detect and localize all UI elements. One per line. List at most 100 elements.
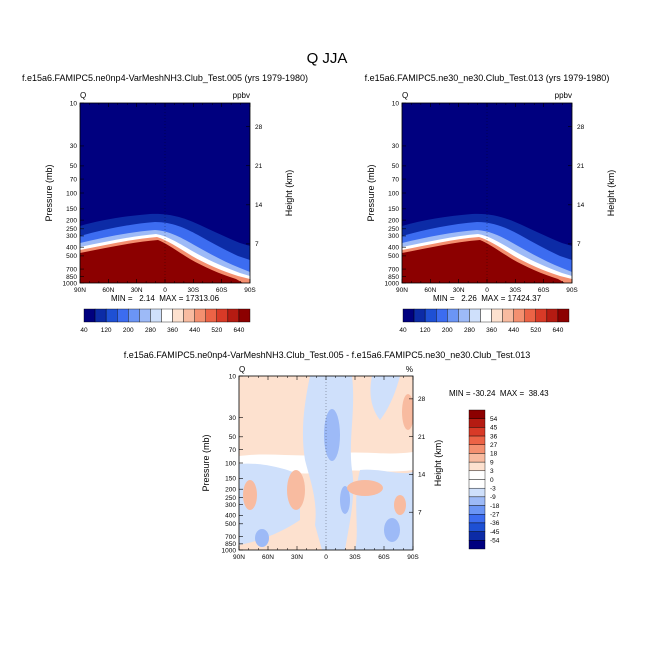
y-tick-label: 500 bbox=[66, 253, 77, 260]
panel-b-stats: MIN = 2.26 MAX = 17424.37 bbox=[433, 294, 542, 303]
y-tick-label: 300 bbox=[66, 233, 77, 240]
panel-a-y2ticks: 28 21 14 7 bbox=[246, 124, 263, 248]
colorbar-label: -36 bbox=[490, 520, 500, 527]
y-tick-label: 250 bbox=[388, 226, 399, 233]
colorbar-label: 54 bbox=[490, 416, 498, 423]
colorbar-box bbox=[468, 470, 486, 480]
panel-c-y2label: Height (km) bbox=[433, 440, 443, 487]
x-tick-label: 0 bbox=[163, 287, 167, 294]
y-tick-label: 700 bbox=[66, 266, 77, 273]
colorbar-box bbox=[468, 522, 486, 532]
y-tick-label: 10 bbox=[70, 100, 78, 107]
x-tick-label: 30S bbox=[510, 287, 522, 294]
y-tick-label: 150 bbox=[66, 206, 77, 213]
colorbar-label: 440 bbox=[508, 327, 519, 334]
x-tick-label: 0 bbox=[324, 554, 328, 561]
colorbar-label: -18 bbox=[490, 503, 500, 510]
x-tick-label: 90N bbox=[233, 554, 245, 561]
colorbar-box bbox=[128, 308, 140, 323]
panel-c-units: % bbox=[406, 365, 413, 374]
y-tick-label: 500 bbox=[225, 521, 236, 528]
panel-b-variable: Q bbox=[402, 91, 408, 100]
y-tick-label: 50 bbox=[70, 163, 78, 170]
y-tick-label: 70 bbox=[70, 176, 78, 183]
y-tick-label: 400 bbox=[388, 244, 399, 251]
colorbar-label: 200 bbox=[442, 327, 453, 334]
colorbar-label: 3 bbox=[490, 468, 494, 475]
colorbar-box bbox=[524, 308, 537, 323]
panel-b-ylabel: Pressure (mb) bbox=[366, 164, 376, 221]
colorbar-label: 27 bbox=[490, 442, 498, 449]
y-tick-label: 200 bbox=[225, 486, 236, 493]
colorbar-label: 360 bbox=[486, 327, 497, 334]
panel-c-top-right-blue bbox=[370, 376, 400, 420]
y-tick-label: 10 bbox=[229, 373, 237, 380]
panel-b-contour-6 bbox=[402, 240, 565, 283]
panel-c-blue-core bbox=[324, 409, 340, 461]
y-tick-label: 50 bbox=[392, 163, 400, 170]
colorbar-box bbox=[413, 308, 426, 323]
colorbar-box bbox=[183, 308, 195, 323]
colorbar-box bbox=[227, 308, 240, 323]
colorbar-box bbox=[436, 308, 448, 323]
x-tick-label: 90N bbox=[396, 287, 408, 294]
panel-c-red-5 bbox=[394, 495, 406, 515]
colorbar-box bbox=[468, 453, 486, 463]
panel-b-plot bbox=[402, 103, 572, 283]
panel-a-title: f.e15a6.FAMIPC5.ne0np4-VarMeshNH3.Club_T… bbox=[22, 73, 308, 83]
colorbar-box bbox=[458, 308, 470, 323]
x-tick-label: 90S bbox=[244, 287, 256, 294]
x-tick-label: 30N bbox=[453, 287, 465, 294]
panel-a: f.e15a6.FAMIPC5.ne0np4-VarMeshNH3.Club_T… bbox=[22, 73, 308, 334]
y2-tick-label: 28 bbox=[577, 124, 585, 131]
x-tick-label: 30N bbox=[131, 287, 143, 294]
colorbar-label: 200 bbox=[123, 327, 134, 334]
colorbar-box bbox=[546, 308, 559, 323]
y-tick-label: 400 bbox=[66, 244, 77, 251]
colorbar-label: 120 bbox=[101, 327, 112, 334]
panel-b-title: f.e15a6.FAMIPC5.ne30_ne30.Club_Test.013 … bbox=[365, 73, 610, 83]
y-tick-label: 850 bbox=[225, 541, 236, 548]
colorbar-box bbox=[468, 531, 486, 541]
colorbar-label: -45 bbox=[490, 529, 500, 536]
panel-b-colorbar: 40 120 200 280 360 440 520 640 bbox=[399, 308, 570, 334]
colorbar-box bbox=[557, 308, 570, 323]
colorbar-box bbox=[491, 308, 503, 323]
y2-tick-label: 21 bbox=[418, 434, 426, 441]
colorbar-box bbox=[94, 308, 107, 323]
panel-a-variable: Q bbox=[80, 91, 86, 100]
y-tick-label: 1000 bbox=[63, 280, 78, 287]
colorbar-box bbox=[468, 487, 486, 498]
panel-c-red-4 bbox=[402, 394, 413, 430]
panel-c-red-3 bbox=[347, 480, 383, 496]
y-tick-label: 200 bbox=[388, 217, 399, 224]
panel-c-title: f.e15a6.FAMIPC5.ne0np4-VarMeshNH3.Club_T… bbox=[124, 350, 531, 360]
panel-a-units: ppbv bbox=[233, 91, 250, 100]
y-tick-label: 300 bbox=[388, 233, 399, 240]
colorbar-box bbox=[83, 308, 96, 323]
colorbar-label: 640 bbox=[553, 327, 564, 334]
panel-a-y2label: Height (km) bbox=[284, 170, 294, 217]
colorbar-label: -27 bbox=[490, 512, 500, 519]
y-tick-label: 700 bbox=[225, 534, 236, 541]
y-tick-label: 100 bbox=[66, 190, 77, 197]
x-tick-label: 60S bbox=[378, 554, 390, 561]
panel-a-colorbar: 40 120 200 280 360 440 520 640 bbox=[80, 308, 251, 334]
colorbar-box bbox=[161, 308, 173, 323]
panel-c-red-1 bbox=[243, 480, 257, 510]
colorbar-box bbox=[468, 418, 486, 428]
y-tick-label: 250 bbox=[225, 495, 236, 502]
panel-a-plot bbox=[80, 103, 250, 283]
panel-c-red-2 bbox=[287, 470, 305, 510]
y-tick-label: 500 bbox=[388, 253, 399, 260]
colorbar-box bbox=[402, 308, 415, 323]
colorbar-box bbox=[468, 514, 486, 524]
colorbar-label: 280 bbox=[464, 327, 475, 334]
panel-c-stats: MIN = -30.24 MAX = 38.43 bbox=[449, 389, 549, 398]
y2-tick-label: 21 bbox=[255, 163, 263, 170]
colorbar-label: -9 bbox=[490, 494, 496, 501]
colorbar-box bbox=[205, 308, 218, 323]
colorbar-box bbox=[194, 308, 206, 323]
